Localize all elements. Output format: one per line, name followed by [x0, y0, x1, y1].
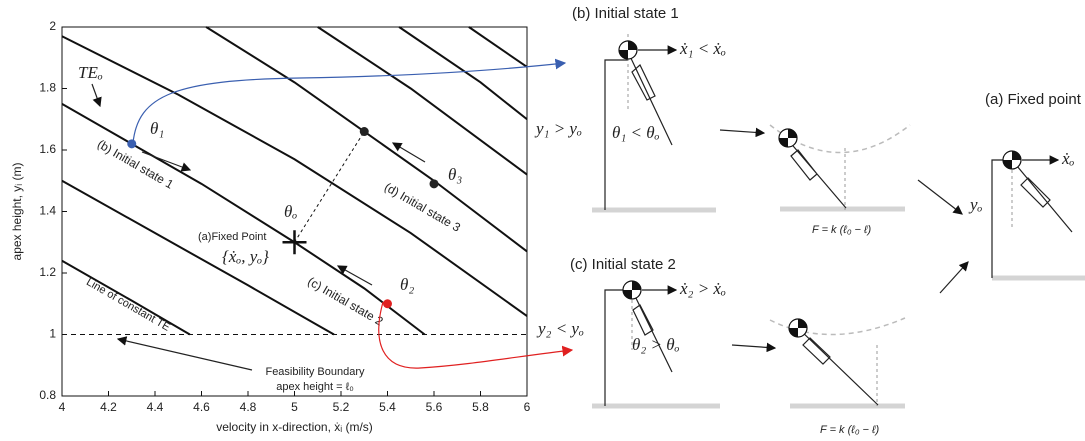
- annotation: θ₁: [150, 119, 164, 138]
- arrow: [940, 262, 968, 293]
- height-line: [605, 290, 632, 406]
- state-point: [360, 127, 369, 136]
- panel-title: (c) Initial state 2: [570, 256, 676, 273]
- perpendicular: [295, 132, 365, 243]
- state-point: [127, 139, 136, 148]
- x-tick-label: 4.8: [240, 400, 257, 414]
- te-line: [318, 27, 527, 175]
- leg: [788, 140, 846, 208]
- state-point: [383, 299, 392, 308]
- y-tick-label: 2: [49, 19, 56, 33]
- body: [619, 41, 637, 59]
- x-tick-label: 4.6: [193, 400, 210, 414]
- figure: 4 4.2 4.4 4.6 4.8 5 5.2 5.4 5.6 5.8 6 0.8 1 1.2 1.4 1.6…: [0, 0, 1085, 441]
- label: F = k (ℓ₀ − ℓ): [820, 424, 880, 436]
- panel-title: (b) Initial state 1: [572, 5, 679, 22]
- label: y₁ > yₒ: [534, 119, 582, 138]
- te-line: [399, 27, 527, 119]
- leg: [632, 290, 672, 372]
- x-tick-label: 5.2: [333, 400, 350, 414]
- label: F = k (ℓ₀ − ℓ): [812, 224, 872, 236]
- annotation: θ₂: [400, 275, 414, 294]
- body: [623, 281, 641, 299]
- annotation: θₒ: [284, 202, 297, 221]
- state-point: [430, 179, 439, 188]
- x-tick-label: 4: [59, 400, 66, 414]
- annotation: (c) Initial state 2: [305, 274, 386, 329]
- arrow: [118, 339, 252, 370]
- annotation: Line of constant TE: [84, 276, 172, 334]
- link-arrow: [133, 63, 565, 143]
- y-tick-label: 0.8: [39, 388, 56, 402]
- label: y₂ < yₒ: [536, 319, 584, 338]
- label: ẋ₂ > ẋₒ: [679, 279, 726, 298]
- y-axis-label: apex height, yᵢ (m): [10, 163, 24, 261]
- x-tick-label: 5.6: [426, 400, 443, 414]
- y-tick-label: 1.4: [39, 204, 56, 218]
- arrow: [732, 345, 775, 348]
- y-tick-label: 1.2: [39, 265, 56, 279]
- y-tick-label: 1.8: [39, 81, 56, 95]
- fixed-point: [283, 230, 307, 254]
- arrow: [918, 180, 962, 214]
- label: yₒ: [968, 195, 983, 214]
- arrow: [720, 130, 764, 133]
- diagram: (b) Initial state 1 ẋ₁ < ẋₒ y₁ > yₒ θ₁ <…: [534, 5, 1085, 436]
- te-line: [469, 27, 527, 67]
- body: [1003, 151, 1021, 169]
- annotation: TEₒ: [78, 63, 103, 82]
- annotation: (d) Initial state 3: [382, 180, 463, 235]
- y-tick-label: 1: [49, 327, 56, 341]
- body: [789, 319, 807, 337]
- arrow: [92, 84, 100, 106]
- label: θ₂ > θₒ: [632, 335, 680, 354]
- x-tick-label: 4.2: [100, 400, 117, 414]
- annotation: {ẋₒ, yₒ}: [222, 247, 269, 266]
- body: [779, 129, 797, 147]
- height-line: [992, 160, 1012, 278]
- x-tick-label: 6: [524, 400, 531, 414]
- annotation: (a)Fixed Point: [198, 231, 266, 243]
- x-tick-label: 4.4: [147, 400, 164, 414]
- leg: [1012, 160, 1072, 232]
- label: θ₁ < θₒ: [612, 123, 660, 142]
- x-tick-label: 5.8: [472, 400, 489, 414]
- annotation: Feasibility Boundary: [265, 366, 365, 378]
- x-tick-label: 5.4: [379, 400, 396, 414]
- annotation: apex height = ℓ₀: [276, 381, 354, 393]
- x-tick-label: 5: [291, 400, 298, 414]
- y-tick-label: 1.6: [39, 142, 56, 156]
- x-axis-label: velocity in x-direction, ẋᵢ (m/s): [216, 420, 373, 434]
- panel-title: (a) Fixed point: [985, 91, 1082, 108]
- leg: [798, 328, 878, 405]
- arrow: [393, 143, 425, 162]
- label: ẋ₁ < ẋₒ: [679, 39, 726, 58]
- annotation: θ₃: [448, 165, 462, 184]
- label: ẋₒ: [1061, 149, 1075, 168]
- annotations: TEₒ θ₁ (b) Initial state 1 θ₃ (d) Initia…: [78, 63, 572, 393]
